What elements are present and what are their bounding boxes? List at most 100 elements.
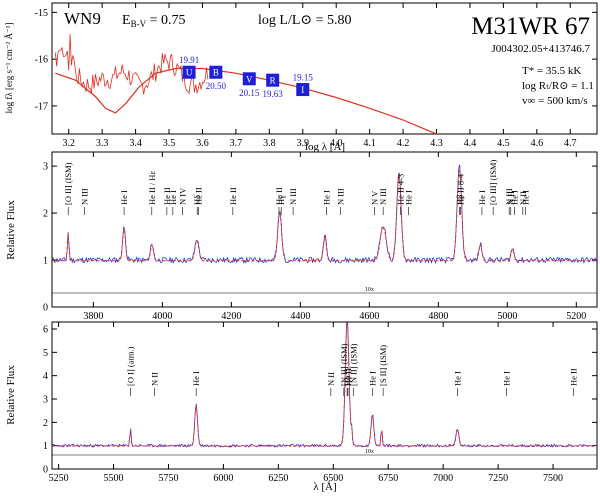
red-ytick-label: 4: [43, 371, 48, 382]
blue-line-id: N III: [504, 188, 514, 205]
blue-line-id: He II: [274, 187, 284, 205]
red-ytick-label: 2: [43, 418, 48, 429]
blue-line-id: Hδ: [192, 195, 202, 205]
param-wind-velocity: v∞ = 500 km/s: [522, 95, 588, 107]
blue-line-id: [O II] (ISM): [63, 162, 73, 205]
blue-line-id: He II: [162, 187, 172, 205]
sed-ytick-label: -16: [35, 55, 48, 66]
red-line-id: [S II] (ISM): [378, 345, 388, 386]
blue-model-line: [52, 169, 596, 262]
red-xtick-label: 7000: [433, 473, 453, 484]
sed-phot-mag-R: 19.63: [263, 89, 284, 99]
reddening-subscript: B-V: [131, 19, 147, 29]
sed-xtick-label: 3.6: [196, 138, 209, 149]
red-inset-label: 10x: [365, 449, 374, 455]
sed-ylabel: log fλ [erg s⁻¹ cm⁻² Å⁻¹]: [4, 23, 14, 114]
blue-line-id: Hβ: [454, 195, 464, 205]
sed-phot-box-I: [296, 83, 310, 97]
sed-phot-band-U: U: [186, 68, 193, 78]
sed-phot-box-U: [182, 65, 196, 79]
param-temperature: T* = 35.5 kK: [522, 65, 581, 77]
red-ytick-label: 6: [43, 325, 48, 336]
param-radius: log Rₜ/R⊙ = 1.1: [522, 80, 594, 92]
red-line-id: He II: [568, 368, 578, 386]
blue-line-id: He II: [228, 187, 238, 205]
red-xtick-label: 6750: [378, 473, 398, 484]
blue-xtick-label: 5000: [497, 311, 517, 322]
red-panel-frame: [51, 321, 598, 470]
red-line-id: N II: [150, 372, 160, 386]
sed-phot-mag-B: 20.50: [206, 81, 227, 91]
blue-line-id: N III: [378, 188, 388, 205]
red-line-id: He I: [191, 371, 201, 386]
blue-line-id: He I: [119, 190, 129, 205]
sed-phot-band-V: V: [246, 74, 253, 84]
red-ytick-label: 3: [43, 395, 48, 406]
sed-phot-band-B: B: [213, 68, 219, 78]
blue-line-id: He II 4-3: [396, 174, 406, 205]
sed-model-continuum: [55, 67, 438, 134]
red-xtick-label: 5750: [158, 473, 178, 484]
blue-line-id: Hγ: [276, 195, 286, 205]
star-id: J004302.05+413746.7: [492, 43, 591, 55]
blue-ytick-label: 2: [43, 209, 48, 220]
sed-ytick-label: -17: [35, 101, 48, 112]
sed-phot-box-R: [266, 73, 280, 87]
blue-line-id: N II: [506, 191, 516, 205]
blue-line-id: He I: [321, 190, 331, 205]
red-xtick-label: 5250: [49, 473, 69, 484]
blue-ylabel: Relative Flux: [5, 200, 17, 260]
red-ytick-label: 1: [43, 441, 48, 452]
blue-ytick-label: 0: [43, 303, 48, 314]
red-line-id: Hα: [342, 375, 352, 386]
blue-ytick-label: 3: [43, 162, 48, 173]
luminosity-label: log L/L⊙ = 5.80: [258, 13, 352, 28]
sed-xtick-label: 3.9: [297, 138, 310, 149]
red-line-id: He II: [343, 368, 353, 386]
sed-xtick-label: 3.2: [62, 138, 75, 149]
reddening-label: EB-V = 0.75: [122, 13, 185, 29]
red-spectrum-plot: 5250 5500 5750 6000 6250 6500 6750 7000 7250 7500…: [43, 322, 597, 484]
sed-observed-spectrum: [54, 34, 209, 95]
blue-xtick-label: 5200: [566, 311, 586, 322]
blue-line-id: He I: [168, 190, 178, 205]
sed-phot-mag-I: 19.15: [293, 73, 314, 83]
blue-line-id: He I: [403, 190, 413, 205]
blue-inset-label: 10x: [365, 287, 374, 293]
blue-line-id: N III: [288, 188, 298, 205]
sed-xtick-label: 3.4: [129, 138, 142, 149]
sed-xtick-label: 4.1: [363, 138, 376, 149]
sed-xtick-label: 4.7: [564, 138, 577, 149]
sed-xtick-label: 3.8: [263, 138, 276, 149]
sed-xlabel: log λ [Å]: [305, 141, 345, 153]
red-line-id: [N II] (ISM): [348, 343, 358, 386]
sed-phot-box-V: [242, 72, 256, 86]
red-line-id: N II: [326, 372, 336, 386]
red-xtick-label: 6000: [213, 473, 233, 484]
sed-xtick-label: 4.5: [497, 138, 510, 149]
reddening-value: = 0.75: [146, 13, 185, 28]
blue-xtick-label: 4800: [428, 311, 448, 322]
reddening-E: E: [122, 13, 131, 28]
sed-xtick-label: 3.5: [163, 138, 176, 149]
blue-line-id: N IV: [177, 187, 187, 205]
sed-xtick-label: 4.3: [430, 138, 443, 149]
blue-line-id: N V: [369, 190, 379, 205]
red-line-id: He I: [452, 371, 462, 386]
red-xlabel: λ [Å]: [313, 481, 336, 493]
sed-phot-band-I: I: [301, 85, 304, 95]
sed-xtick-label: 3.3: [96, 138, 109, 149]
red-ytick-label: 5: [43, 348, 48, 359]
star-name: M31WR 67: [471, 13, 590, 40]
red-line-id: [N II] (ISM): [339, 343, 349, 386]
red-line-id: He I: [501, 371, 511, 386]
blue-spectrum-plot: 3800 4000 4200 4400 4600 4800 5000 5200 0 1 2 3 10x […: [43, 152, 597, 322]
red-xtick-label: 5500: [104, 473, 124, 484]
red-xtick-label: 7250: [488, 473, 508, 484]
sed-xtick-label: 4.0: [330, 138, 343, 149]
blue-ytick-label: 1: [43, 256, 48, 267]
blue-line-id: He I: [520, 190, 530, 205]
blue-xtick-label: 3800: [83, 311, 103, 322]
sed-plot: 3.2 3.3 3.4 3.5 3.6 3.7 3.8 3.9 4.0 4.1 4.2 4.3 4.4 4…: [35, 3, 597, 149]
